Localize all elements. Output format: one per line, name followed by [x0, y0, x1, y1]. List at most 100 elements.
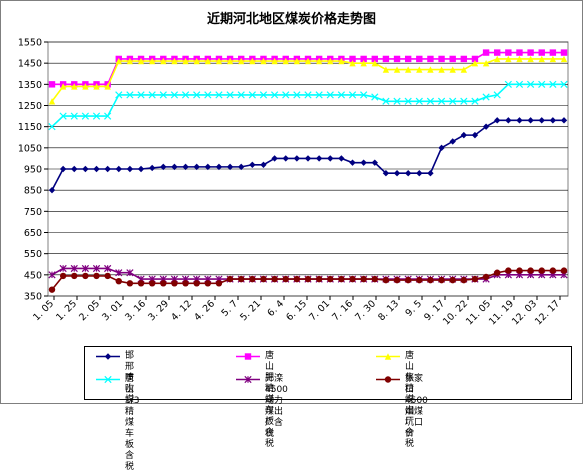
data-point	[315, 91, 323, 99]
data-point	[404, 97, 412, 105]
data-point	[93, 272, 100, 280]
data-point	[304, 155, 312, 162]
data-point	[360, 91, 368, 99]
data-point	[259, 91, 268, 99]
y-tick-label: 350	[24, 292, 42, 303]
data-point	[104, 353, 112, 360]
data-point	[81, 264, 90, 273]
x-tick-label: 4. 12	[169, 298, 194, 323]
data-point	[515, 80, 524, 88]
data-point	[315, 275, 323, 283]
data-point	[82, 165, 89, 173]
data-point	[48, 286, 56, 293]
data-point	[382, 66, 390, 73]
data-point	[160, 280, 167, 287]
data-point	[93, 83, 100, 90]
data-point	[404, 55, 412, 63]
data-point	[460, 97, 468, 105]
data-point	[505, 117, 512, 124]
data-point	[560, 49, 568, 56]
data-point	[427, 276, 434, 284]
data-point	[104, 272, 111, 280]
data-point	[148, 57, 156, 65]
data-point	[48, 123, 56, 131]
data-point	[271, 57, 278, 65]
legend-symbol	[236, 353, 260, 360]
data-point	[182, 57, 189, 65]
data-point	[549, 49, 557, 56]
chart-plot: 350 450 550 650 750 850 950 1050 1150 1250 1350 145…	[18, 38, 569, 327]
data-point	[527, 55, 534, 63]
data-point	[371, 55, 378, 63]
data-point	[404, 170, 412, 177]
data-point	[404, 66, 412, 73]
data-point	[215, 57, 223, 65]
data-point	[204, 57, 212, 65]
data-point	[237, 91, 245, 99]
data-point	[170, 91, 179, 99]
data-point	[393, 97, 401, 105]
data-point	[538, 117, 545, 124]
x-tick-label: 9. 5	[404, 298, 425, 319]
data-point	[248, 91, 256, 99]
data-point	[438, 144, 445, 152]
data-point	[93, 165, 100, 173]
y-tick-label: 1350	[18, 80, 42, 91]
y-tick-label: 1050	[18, 143, 42, 154]
data-point	[327, 275, 334, 283]
y-tick-label: 750	[24, 207, 42, 218]
data-point	[260, 57, 267, 65]
data-point	[137, 165, 145, 173]
data-point	[304, 275, 312, 283]
data-point	[137, 91, 145, 99]
data-point	[349, 159, 356, 166]
data-point	[438, 55, 445, 63]
data-point	[115, 277, 122, 285]
data-point	[327, 57, 334, 65]
data-point	[82, 83, 89, 90]
data-point	[482, 59, 490, 67]
data-point	[449, 55, 456, 63]
data-point	[494, 49, 501, 56]
data-point	[104, 264, 112, 273]
data-point	[81, 112, 90, 120]
data-point	[137, 57, 145, 65]
data-point	[404, 276, 412, 284]
data-point	[560, 80, 568, 88]
x-tick-label: 3. 01	[100, 298, 125, 323]
data-point	[260, 161, 267, 168]
data-point	[104, 83, 111, 90]
data-point	[126, 280, 134, 287]
data-point	[148, 164, 156, 172]
data-point	[182, 163, 189, 171]
data-point	[215, 163, 223, 171]
data-point	[426, 97, 435, 105]
data-point	[92, 264, 101, 273]
data-point	[148, 91, 156, 99]
data-point	[371, 159, 378, 166]
data-point	[471, 275, 479, 283]
data-point	[193, 91, 201, 99]
data-point	[159, 91, 167, 99]
data-point	[226, 275, 234, 283]
data-point	[115, 91, 123, 99]
data-point	[160, 163, 167, 171]
x-tick-label: 7. 01	[307, 298, 332, 323]
x-tick-label: 2. 05	[77, 298, 102, 323]
data-point	[282, 57, 289, 65]
data-point	[193, 280, 200, 287]
data-point	[393, 276, 401, 284]
legend-label: 开滦4500动力煤出厂含税	[265, 374, 288, 439]
data-point	[293, 275, 301, 283]
legend-symbol	[376, 353, 400, 360]
data-point	[371, 59, 378, 67]
data-point	[449, 97, 457, 105]
data-point	[471, 55, 479, 63]
data-point	[516, 49, 523, 56]
data-point	[393, 55, 401, 63]
data-point	[348, 91, 357, 99]
y-tick-label: 650	[24, 228, 42, 239]
data-point	[416, 170, 423, 177]
data-point	[493, 91, 501, 99]
data-point	[327, 155, 334, 162]
